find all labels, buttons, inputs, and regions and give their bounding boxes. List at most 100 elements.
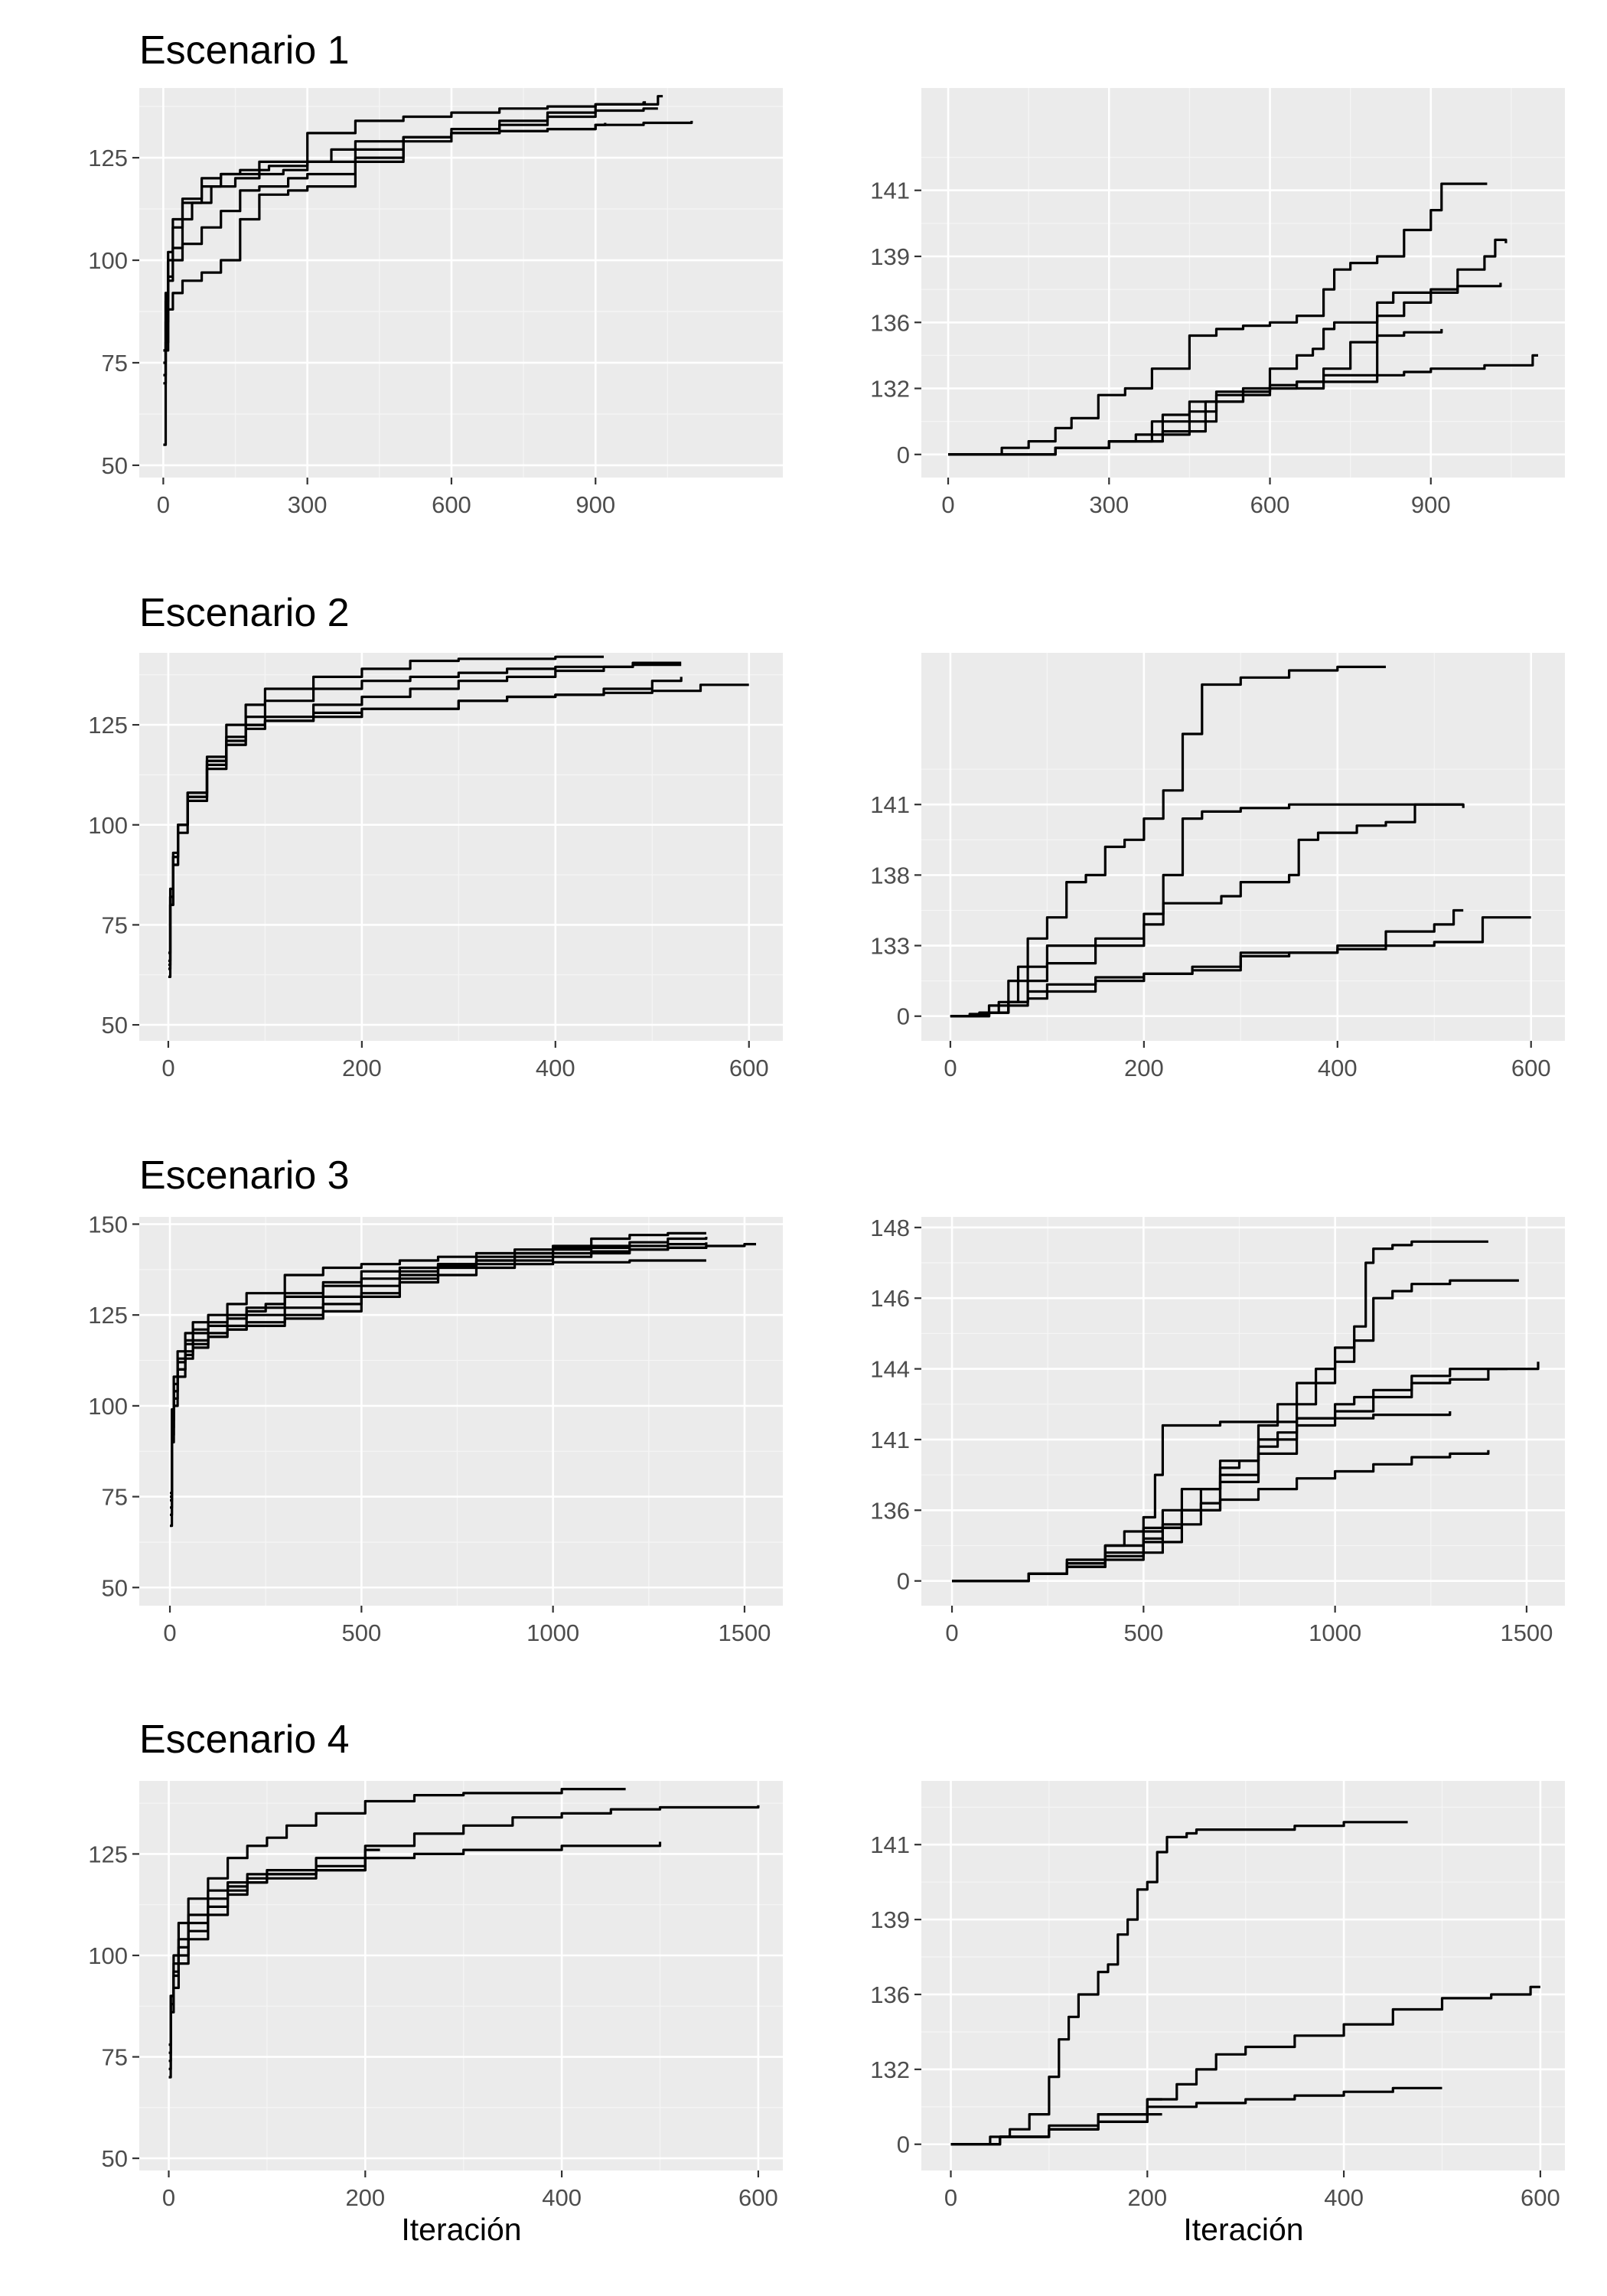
y-tick-label: 75 [102, 2044, 128, 2071]
series-line-run-1 [950, 665, 1386, 1018]
scenario-title: Escenario 1 [139, 28, 350, 73]
x-tick-label: 1000 [1309, 1619, 1361, 1646]
y-tick-label: 150 [88, 1211, 128, 1238]
x-tick-label: 200 [345, 2184, 385, 2211]
y-tick-label: 141 [870, 1831, 910, 1858]
scenario-title: Escenario 3 [139, 1153, 350, 1198]
panel-background [921, 1217, 1565, 1606]
y-tick-label: 148 [870, 1215, 910, 1241]
scenario-1-right: 0 300 600 900 0 132 136 139 141 [870, 88, 1565, 518]
x-tick-label: 900 [1411, 491, 1451, 518]
y-tick-label: 100 [88, 812, 128, 839]
x-tick-label: 0 [944, 2184, 957, 2211]
y-tick-label: 50 [102, 1012, 128, 1039]
series-line-run-5 [168, 683, 749, 954]
y-tick-label: 75 [102, 1484, 128, 1511]
series-line-run-6 [952, 1368, 1508, 1583]
x-tick-label: 600 [1511, 1055, 1551, 1081]
y-tick-label: 125 [88, 1302, 128, 1329]
x-tick-label: 900 [575, 491, 615, 518]
y-tick-label: 75 [102, 912, 128, 938]
y-tick-label: 50 [102, 452, 128, 479]
y-tick-label: 0 [897, 1003, 910, 1030]
scenario-2-right: 0 200 400 600 0 133 138 141 [870, 653, 1565, 1081]
series-line-run-2 [950, 803, 1465, 1018]
y-tick-label: 146 [870, 1285, 910, 1312]
scenario-4-left: 0 200 400 600 50 75 100 125 Escenario 4 [88, 1717, 783, 2211]
y-tick-label: 141 [870, 791, 910, 818]
y-tick-label: 0 [897, 2131, 910, 2158]
x-tick-label: 0 [161, 1055, 174, 1081]
x-tick-label: 600 [738, 2184, 778, 2211]
panel-background [139, 88, 783, 478]
x-tick-label: 400 [542, 2184, 582, 2211]
y-tick-label: 139 [870, 1906, 910, 1933]
x-tick-label: 500 [341, 1619, 381, 1646]
series-line-run-1 [170, 1231, 706, 1528]
y-tick-label: 100 [88, 1393, 128, 1420]
x-tick-label: 0 [941, 491, 954, 518]
panel-background [139, 1781, 783, 2170]
y-tick-label: 141 [870, 1427, 910, 1453]
x-tick-label: 300 [1089, 491, 1129, 518]
x-tick-label: 1000 [526, 1619, 579, 1646]
x-tick-label: 400 [536, 1055, 575, 1081]
x-tick-label: 400 [1318, 1055, 1358, 1081]
x-tick-label: 0 [944, 1055, 957, 1081]
x-tick-label: 400 [1324, 2184, 1364, 2211]
y-tick-label: 50 [102, 1574, 128, 1601]
y-tick-label: 125 [88, 145, 128, 171]
x-tick-label: 200 [342, 1055, 382, 1081]
series-line-run-5 [168, 1857, 380, 2047]
panel-background [921, 88, 1565, 478]
series-line-run-5 [163, 122, 607, 352]
series-line-run-1 [948, 182, 1488, 456]
y-tick-label: 132 [870, 376, 910, 403]
scenario-1-left: 0 300 600 900 50 75 100 125 Escenario 1 [88, 28, 783, 518]
x-axis-title-right: Iteración [1183, 2212, 1303, 2247]
x-tick-label: 600 [432, 491, 471, 518]
y-tick-label: 50 [102, 2145, 128, 2172]
y-tick-label: 0 [897, 442, 910, 468]
series-line-run-5 [950, 2113, 1162, 2146]
x-tick-label: 200 [1124, 1055, 1164, 1081]
x-tick-label: 600 [1521, 2184, 1560, 2211]
panel-background [139, 653, 783, 1041]
x-tick-label: 0 [157, 491, 170, 518]
y-tick-label: 136 [870, 309, 910, 336]
y-tick-label: 0 [897, 1568, 910, 1595]
x-tick-label: 600 [1250, 491, 1290, 518]
series-line-run-6 [170, 1237, 708, 1495]
scenario-2-left: 0 200 400 600 50 75 100 125 Escenario 2 [88, 591, 783, 1081]
x-tick-label: 0 [945, 1619, 958, 1646]
y-tick-label: 75 [102, 350, 128, 377]
y-tick-label: 132 [870, 2056, 910, 2083]
series-line-run-5 [950, 916, 1531, 1018]
x-tick-label: 0 [162, 2184, 175, 2211]
x-tick-label: 500 [1123, 1619, 1163, 1646]
y-tick-label: 133 [870, 933, 910, 960]
x-tick-label: 1500 [718, 1619, 771, 1646]
x-tick-label: 600 [729, 1055, 769, 1081]
scenario-3-left: 0 500 1000 1500 50 75 100 125 150 Escenario 3 [88, 1153, 783, 1646]
panels: 0 300 600 900 50 75 100 125 Escenario 1 0 300 600 90… [88, 28, 1565, 2211]
scenario-title: Escenario 4 [139, 1717, 350, 1762]
y-tick-label: 125 [88, 712, 128, 739]
scenario-title: Escenario 2 [139, 591, 350, 635]
y-tick-label: 144 [870, 1356, 910, 1383]
series-line-run-5 [952, 1450, 1490, 1583]
x-tick-label: 300 [288, 491, 328, 518]
series-line-run-4 [170, 1243, 756, 1502]
y-tick-label: 100 [88, 247, 128, 274]
y-tick-label: 139 [870, 243, 910, 270]
series-line-run-3 [163, 107, 658, 377]
series-line-run-5 [948, 328, 1443, 456]
scenario-3-right: 0 500 1000 1500 0 136 141 144 146 148 [870, 1215, 1565, 1646]
panel-background [921, 1781, 1565, 2170]
scenario-4-right: 0 200 400 600 0 132 136 139 141 [870, 1781, 1565, 2211]
x-axis-title-left: Iteración [401, 2212, 521, 2247]
x-tick-label: 1500 [1500, 1619, 1553, 1646]
y-tick-label: 136 [870, 1497, 910, 1524]
series-line-run-3 [952, 1411, 1452, 1583]
y-tick-label: 138 [870, 862, 910, 889]
